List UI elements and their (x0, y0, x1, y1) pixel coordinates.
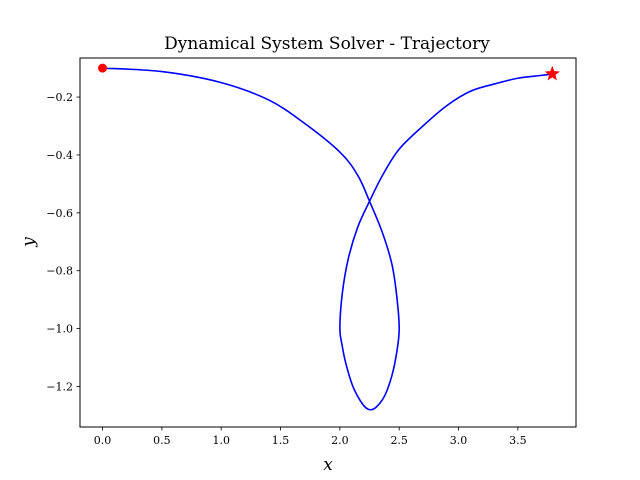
x-tick-label: 1.5 (272, 434, 290, 447)
end-point-marker (544, 65, 560, 81)
x-tick-label: 0.0 (94, 434, 112, 447)
chart-title: Dynamical System Solver - Trajectory (164, 34, 490, 54)
y-tick-label: −0.8 (46, 265, 73, 278)
y-tick-label: −0.2 (46, 91, 73, 104)
x-tick-label: 3.5 (509, 434, 527, 447)
x-tick-label: 2.0 (331, 434, 349, 447)
trajectory-line-0 (102, 67, 553, 411)
x-tick-label: 3.0 (450, 434, 468, 447)
axes-frame (79, 57, 577, 428)
start-point-marker (98, 63, 108, 73)
x-tick-label: 1.0 (212, 434, 230, 447)
x-tick-label: 2.5 (390, 434, 408, 447)
x-axis: 0.0 0.5 1.0 1.5 2.0 2.5 3.0 3.5 (94, 427, 527, 447)
x-axis-label: x (323, 455, 333, 475)
y-tick-label: −0.6 (46, 207, 73, 220)
plot-area (98, 63, 560, 411)
x-tick-label: 0.5 (153, 434, 171, 447)
y-axis: −0.2 −0.4 −0.6 −0.8 −1.0 −1.2 (46, 91, 80, 393)
y-tick-label: −0.4 (46, 149, 73, 162)
y-tick-label: −1.2 (46, 380, 73, 393)
y-tick-label: −1.0 (46, 323, 73, 336)
y-axis-label: y (19, 237, 39, 248)
